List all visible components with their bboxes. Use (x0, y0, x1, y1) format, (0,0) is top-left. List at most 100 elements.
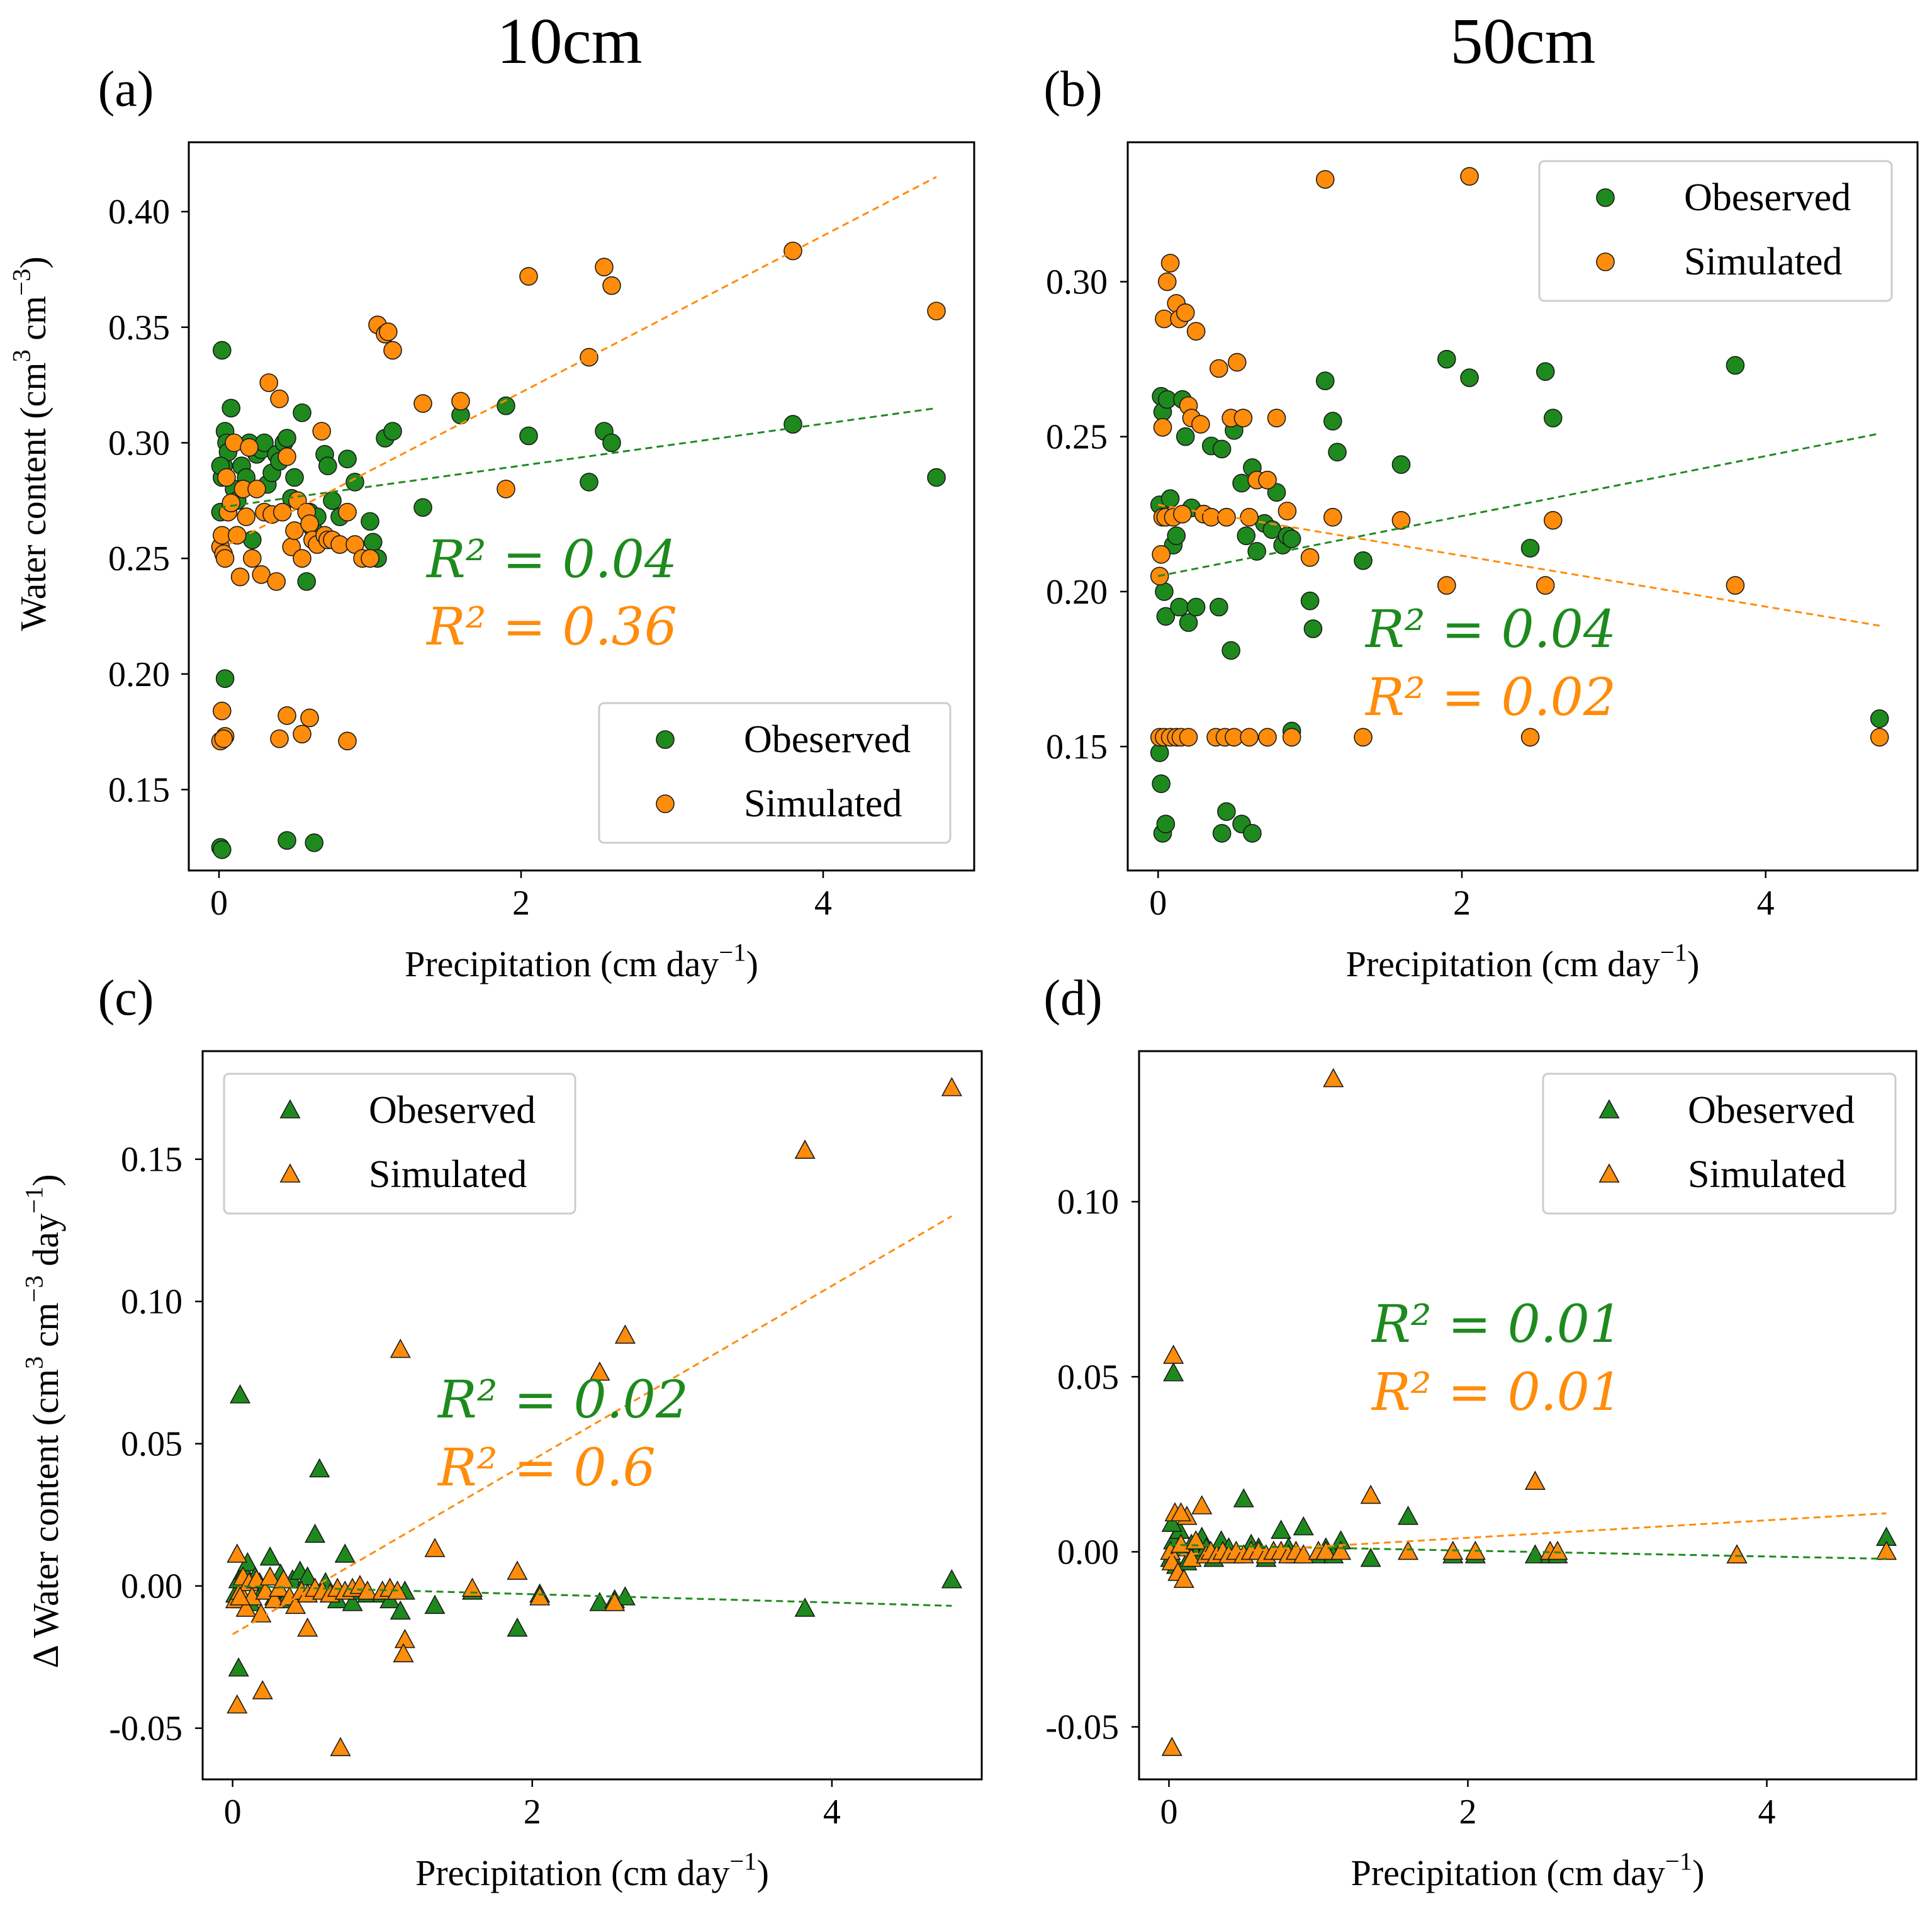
data-point-simulated (424, 1538, 446, 1557)
data-point-simulated (1191, 415, 1210, 434)
x-tick-label: 0 (210, 884, 228, 923)
data-point-simulated (1437, 576, 1456, 595)
data-point-simulated (794, 1139, 816, 1159)
data-point-simulated (1176, 303, 1195, 322)
series-simulated (225, 1077, 962, 1757)
data-point-obeserved (318, 456, 337, 476)
data-point-simulated (1293, 1544, 1314, 1563)
panel-a: (a) 0 2 4 0.15 0.20 0.25 0.30 0.35 0.40 Precipitat… (8, 62, 975, 984)
data-point-simulated (529, 1586, 551, 1606)
data-point-obeserved (1870, 709, 1889, 728)
data-point-simulated (227, 1543, 248, 1563)
data-point-simulated (507, 1560, 528, 1580)
data-point-simulated (1360, 1484, 1381, 1504)
series-simulated (211, 241, 946, 751)
data-point-obeserved (1233, 1488, 1254, 1507)
data-point-simulated (378, 322, 398, 341)
data-point-simulated (252, 1680, 273, 1699)
data-point-simulated (1186, 322, 1206, 341)
data-point-obeserved (602, 433, 621, 453)
data-point-obeserved (1360, 1547, 1381, 1567)
legend-box (598, 702, 952, 844)
data-point-simulated (297, 1617, 318, 1637)
data-point-obeserved (1179, 613, 1198, 632)
fit-line-simulated (218, 176, 937, 550)
data-point-simulated (300, 708, 319, 728)
data-point-simulated (1161, 1737, 1182, 1756)
legend-marker-obeserved (1596, 188, 1615, 207)
r2-annotation: R² = 0.02 (1364, 668, 1616, 728)
data-point-simulated (235, 1597, 257, 1617)
data-point-simulated (1524, 1470, 1546, 1490)
data-point-obeserved (589, 1592, 610, 1611)
data-point-obeserved (1186, 597, 1206, 617)
legend-label: Simulated (1688, 1153, 1846, 1196)
data-point-simulated (1163, 1344, 1184, 1364)
data-point-simulated (1323, 507, 1342, 527)
data-point-obeserved (507, 1617, 528, 1637)
y-tick-label: -0.05 (1045, 1708, 1119, 1747)
data-point-simulated (1170, 1502, 1192, 1522)
fit-line-obeserved (232, 1585, 952, 1607)
data-point-simulated (361, 549, 379, 568)
data-point-simulated (413, 394, 432, 413)
legend-box (1542, 1073, 1897, 1215)
data-point-obeserved (363, 532, 383, 552)
data-point-simulated (293, 549, 312, 568)
data-point-simulated (278, 447, 296, 466)
data-point-simulated (212, 701, 232, 721)
data-point-obeserved (338, 449, 357, 469)
data-point-obeserved (215, 669, 235, 688)
data-point-obeserved (1152, 774, 1171, 793)
data-point-simulated (604, 1592, 626, 1611)
data-point-obeserved (1212, 439, 1232, 459)
data-point-simulated (267, 572, 286, 591)
data-point-simulated (215, 549, 235, 568)
data-point-obeserved (1155, 582, 1174, 601)
panel-label: (a) (98, 62, 154, 117)
legend-box (223, 1073, 576, 1215)
data-point-simulated (217, 468, 236, 487)
data-point-simulated (589, 1361, 610, 1381)
data-point-obeserved (1354, 551, 1373, 570)
x-tick-label: 0 (224, 1793, 242, 1832)
data-point-obeserved (1323, 412, 1342, 431)
data-point-simulated (1520, 728, 1540, 747)
data-point-obeserved (1328, 442, 1347, 462)
panel-label: (d) (1043, 971, 1102, 1026)
data-point-simulated (1543, 510, 1563, 530)
data-point-obeserved (212, 840, 232, 859)
data-point-simulated (390, 1338, 411, 1358)
x-axis-label: Precipitation (cm day−1) (1346, 938, 1700, 984)
data-point-simulated (338, 502, 357, 522)
legend-marker-simulated (656, 794, 675, 813)
data-point-simulated (1460, 167, 1479, 186)
y-tick-label: 0.15 (1046, 728, 1108, 767)
legend-box (1538, 160, 1893, 302)
data-point-obeserved (1397, 1506, 1419, 1525)
y-tick-label: 0.20 (1046, 573, 1108, 612)
column-title-10cm: 10cm (497, 5, 642, 77)
x-axis-label: Precipitation (cm day−1) (1351, 1847, 1705, 1893)
r2-annotation: R² = 0.04 (1364, 600, 1616, 660)
data-point-simulated (1170, 1533, 1192, 1553)
data-point-obeserved (229, 1384, 251, 1404)
data-point-obeserved (1212, 824, 1232, 843)
y-tick-label: 0.00 (1057, 1533, 1119, 1572)
data-point-simulated (1726, 576, 1745, 595)
data-point-obeserved (1536, 362, 1555, 381)
data-point-simulated (272, 502, 292, 522)
data-point-obeserved (1150, 743, 1169, 762)
y-tick-label: 0.05 (121, 1425, 183, 1464)
x-tick-label: 2 (512, 884, 530, 923)
y-axis-label: Water content (cm3 cm−3) (8, 256, 53, 631)
data-point-obeserved (285, 468, 304, 487)
data-point-simulated (1875, 1540, 1897, 1560)
data-point-simulated (1227, 352, 1247, 372)
y-axis-label: Δ Water content (cm3 cm−3 day−1) (20, 1174, 66, 1668)
legend: Obeserved Simulated (223, 1073, 576, 1215)
y-tick-label: 0.30 (1046, 263, 1108, 302)
plot-area (1150, 167, 1889, 843)
y-tick-label: 0.15 (108, 770, 170, 809)
data-point-obeserved (1210, 597, 1228, 617)
